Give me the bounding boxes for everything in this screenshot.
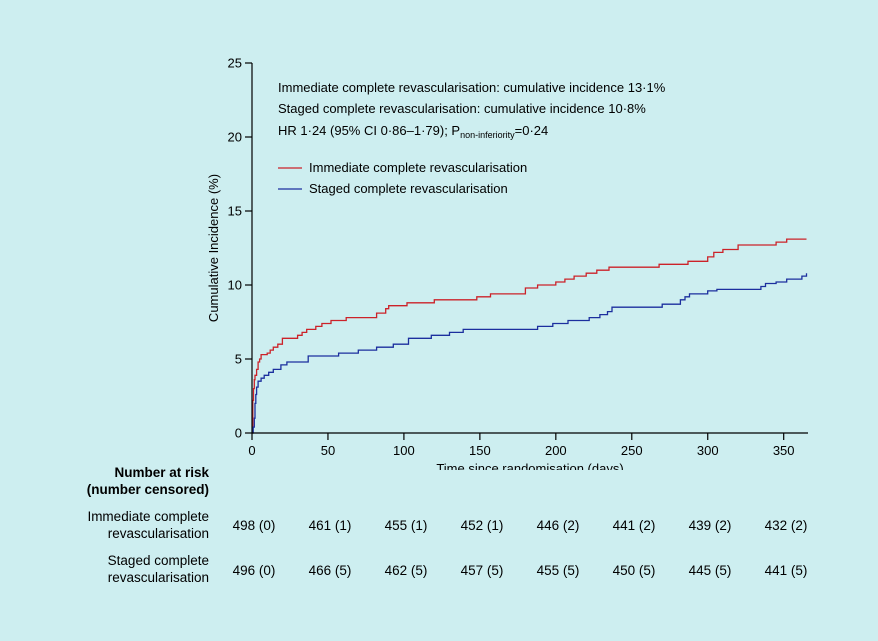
risk-row-label-line-1: Immediate complete bbox=[87, 509, 209, 524]
y-tick-label: 25 bbox=[228, 56, 242, 71]
hr-suffix: =0·24 bbox=[515, 123, 549, 138]
risk-header: Number at risk (number censored) bbox=[87, 464, 209, 498]
x-tick-label: 150 bbox=[469, 443, 491, 458]
series-line-immediate bbox=[252, 238, 807, 434]
risk-cell: 461 (1) bbox=[308, 518, 352, 533]
x-axis-label: Time since randomisation (days) bbox=[436, 461, 623, 470]
risk-cell: 462 (5) bbox=[384, 563, 428, 578]
risk-cell: 445 (5) bbox=[688, 563, 732, 578]
risk-cell: 496 (0) bbox=[232, 563, 276, 578]
risk-header-line-2: (number censored) bbox=[86, 482, 209, 497]
y-axis-label: Cumulative Incidence (%) bbox=[206, 174, 221, 322]
x-tick-label: 300 bbox=[697, 443, 719, 458]
x-tick-label: 0 bbox=[248, 443, 255, 458]
risk-cell: 455 (5) bbox=[536, 563, 580, 578]
risk-row-label-immediate: Immediate complete revascularisation bbox=[87, 508, 209, 542]
risk-cell: 466 (5) bbox=[308, 563, 352, 578]
plot-lines bbox=[252, 238, 808, 434]
risk-cell: 498 (0) bbox=[232, 518, 276, 533]
risk-cell: 441 (2) bbox=[612, 518, 656, 533]
x-tick-label: 350 bbox=[773, 443, 795, 458]
risk-cell: 457 (5) bbox=[460, 563, 504, 578]
risk-cell: 455 (1) bbox=[384, 518, 428, 533]
risk-cell: 452 (1) bbox=[460, 518, 504, 533]
risk-row-label-line-2: revascularisation bbox=[107, 526, 209, 541]
y-tick-label: 10 bbox=[228, 278, 242, 293]
risk-cell: 432 (2) bbox=[764, 518, 808, 533]
annotation-hr: HR 1·24 (95% CI 0·86–1·79); Pnon-inferio… bbox=[278, 123, 548, 140]
series-line-staged bbox=[252, 273, 808, 434]
legend-label-immediate: Immediate complete revascularisation bbox=[309, 160, 527, 175]
x-tick-label: 100 bbox=[393, 443, 415, 458]
risk-row-label-line-2: revascularisation bbox=[107, 570, 209, 585]
legend: Immediate complete revascularisation Sta… bbox=[278, 160, 527, 196]
risk-cell: 441 (5) bbox=[764, 563, 808, 578]
hr-prefix: HR 1·24 (95% CI 0·86–1·79); P bbox=[278, 123, 460, 138]
x-tick-label: 250 bbox=[621, 443, 643, 458]
risk-header-line-1: Number at risk bbox=[114, 465, 209, 480]
risk-cell: 439 (2) bbox=[688, 518, 732, 533]
risk-cell: 450 (5) bbox=[612, 563, 656, 578]
y-tick-label: 20 bbox=[228, 130, 242, 145]
annotation-line-2: Staged complete revascularisation: cumul… bbox=[278, 101, 646, 116]
hr-subscript: non-inferiority bbox=[460, 130, 515, 140]
risk-row-label-line-1: Staged complete bbox=[107, 553, 209, 568]
legend-label-staged: Staged complete revascularisation bbox=[309, 181, 508, 196]
y-tick-label: 0 bbox=[235, 426, 242, 441]
x-tick-label: 200 bbox=[545, 443, 567, 458]
x-tick-label: 50 bbox=[321, 443, 335, 458]
risk-cell: 446 (2) bbox=[536, 518, 580, 533]
y-tick-label: 5 bbox=[235, 352, 242, 367]
y-tick-label: 15 bbox=[228, 204, 242, 219]
risk-row-label-staged: Staged complete revascularisation bbox=[108, 552, 209, 586]
annotation-line-1: Immediate complete revascularisation: cu… bbox=[278, 80, 666, 95]
